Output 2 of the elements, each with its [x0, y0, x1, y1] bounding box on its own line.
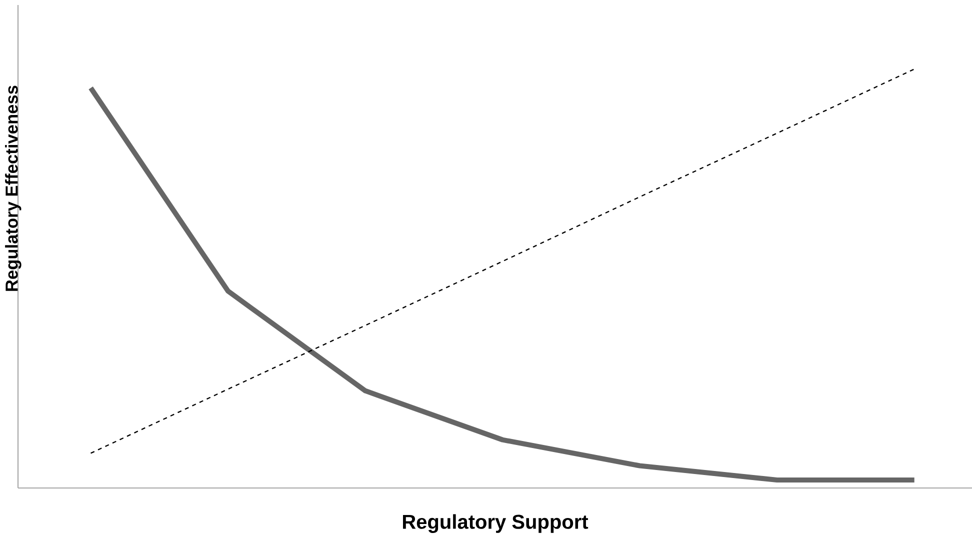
x-axis-title: Regulatory Support — [403, 514, 588, 533]
y-axis-title: Regulatory Effectiveness — [5, 86, 22, 291]
